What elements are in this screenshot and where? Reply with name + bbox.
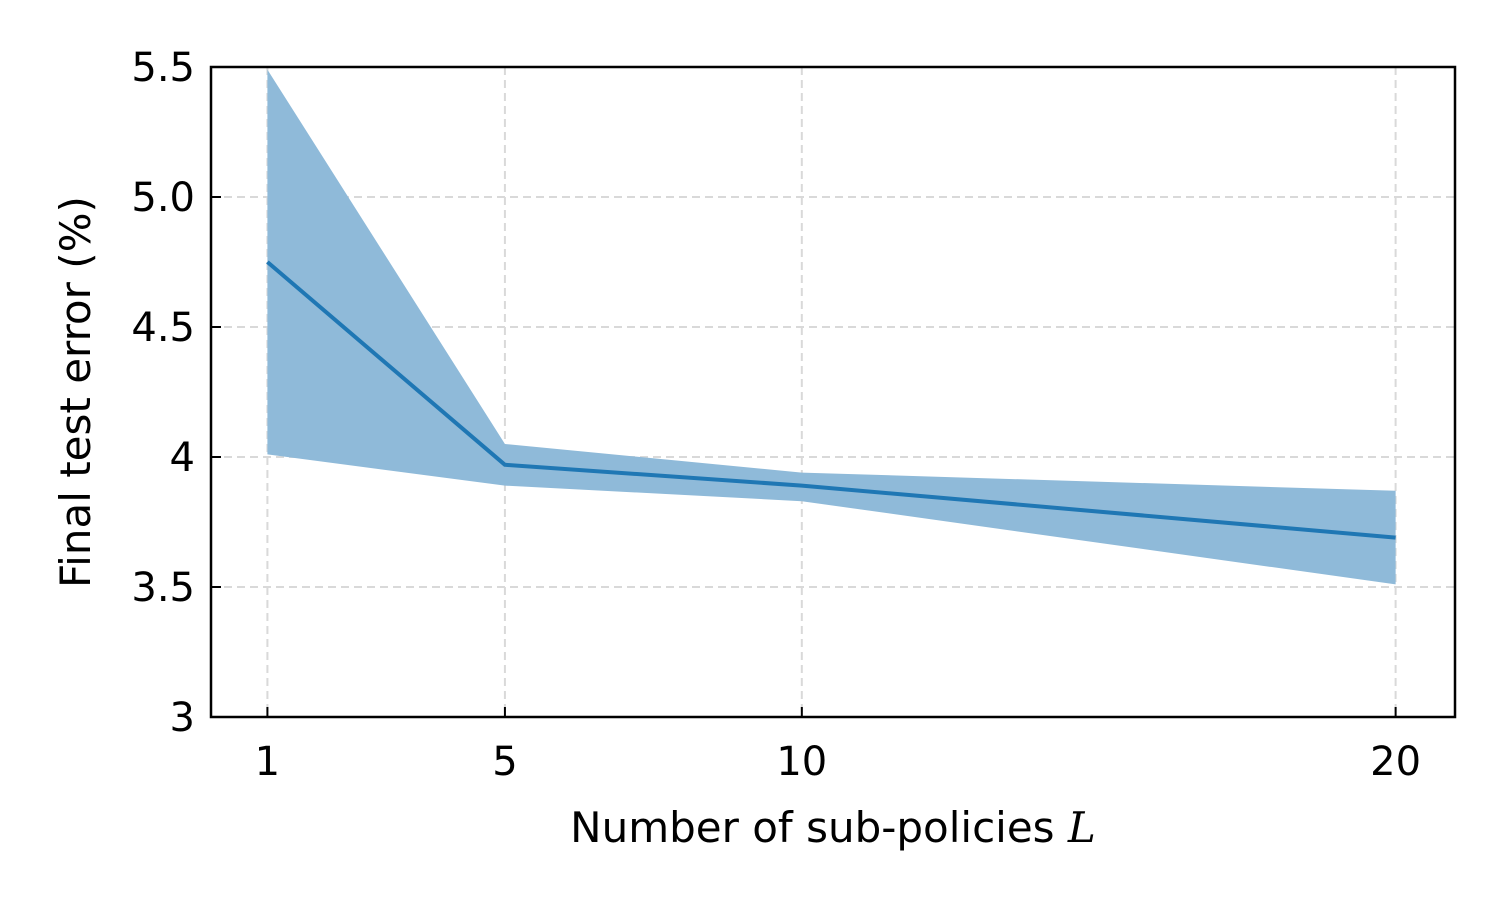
x-axis-label: Number of sub-policies L <box>570 803 1096 852</box>
confidence-band-layer <box>267 69 1396 585</box>
plot-frame <box>209 65 1457 719</box>
y-axis-label: Final test error (%) <box>51 196 100 588</box>
x-tick-label: 20 <box>1370 739 1421 785</box>
y-tick-label: 4 <box>170 435 195 481</box>
x-tick-label: 1 <box>255 739 280 785</box>
series-line <box>266 260 1396 540</box>
series-line-layer <box>266 260 1396 540</box>
y-tick-label: 4.5 <box>131 305 195 351</box>
y-tick-label: 3 <box>170 695 195 741</box>
confidence-band <box>267 69 1396 585</box>
x-tick-label: 10 <box>776 739 827 785</box>
tick-layer: 1 5 10 20 3 3.5 4 4.5 5.0 5.5 <box>131 45 1421 785</box>
y-tick-label: 3.5 <box>131 565 195 611</box>
x-axis-label-text: Number of sub-policies <box>570 803 1068 852</box>
x-tick-label: 5 <box>492 739 517 785</box>
x-axis-label-variable: L <box>1067 803 1096 852</box>
y-tick-label: 5.5 <box>131 45 195 91</box>
y-tick-label: 5.0 <box>131 175 195 221</box>
